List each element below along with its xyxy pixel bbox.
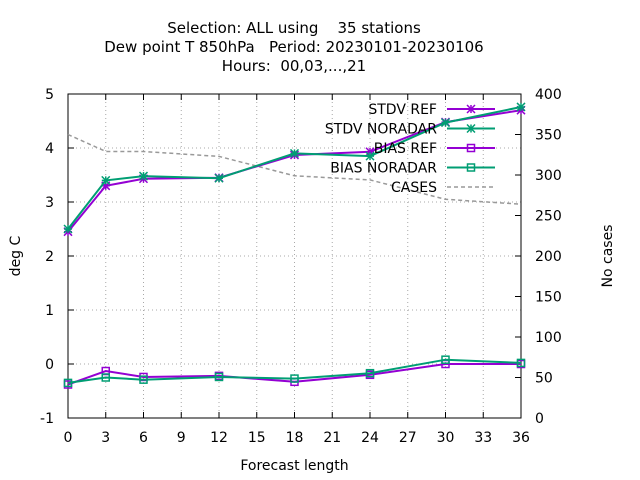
x-axis-label: Forecast length [240, 458, 348, 474]
y-tick-label: 0 [45, 357, 54, 373]
series-layer [63, 102, 526, 389]
grid [68, 94, 521, 418]
x-tick-label: 18 [286, 430, 304, 446]
x-tick-label: 6 [139, 430, 148, 446]
title-line: Dew point T 850hPa Period: 20230101-2023… [104, 38, 483, 56]
x-tick-label: 0 [64, 430, 73, 446]
legend-marker [466, 143, 476, 153]
x-tick-label: 12 [210, 430, 228, 446]
x-tick-label: 9 [177, 430, 186, 446]
x-tick-label: 3 [101, 430, 110, 446]
legend-marker [466, 163, 476, 172]
y2-tick-label: 200 [535, 249, 562, 265]
y-tick-label: -1 [40, 411, 54, 427]
x-tick-label: 15 [248, 430, 266, 446]
legend-label: BIAS REF [374, 141, 437, 157]
data-point [139, 375, 148, 384]
data-point [138, 171, 149, 181]
data-point [214, 173, 224, 183]
title-line: Hours: 00,03,...,21 [222, 57, 366, 75]
y2-tick-label: 300 [535, 168, 562, 184]
y-tick-label: 3 [45, 195, 54, 211]
data-point [101, 373, 110, 382]
y2-tick-label: 150 [535, 290, 562, 306]
data-point [440, 118, 451, 128]
legend-label: STDV NORADAR [325, 122, 437, 138]
data-point [516, 358, 526, 368]
data-point [63, 378, 73, 388]
data-point [290, 374, 299, 383]
y-tick-label: 1 [45, 303, 54, 319]
legend-marker [466, 104, 476, 114]
y2-tick-label: 400 [535, 87, 562, 103]
legend: STDV REF STDV NORADAR BIAS REF BIAS NORADAR… [325, 102, 495, 196]
title-line: Selection: ALL using 35 stations [167, 19, 421, 37]
y2-tick-label: 50 [535, 371, 553, 387]
y2-tick-label: 350 [535, 128, 562, 144]
data-point [441, 355, 450, 364]
y-axis-label: deg C [8, 235, 24, 276]
data-point [63, 224, 73, 234]
data-point [365, 368, 375, 378]
x-tick-label: 21 [323, 430, 341, 446]
data-point [516, 102, 526, 112]
series-line-1 [67, 106, 522, 230]
y2-tick-label: 0 [535, 411, 544, 427]
x-tick-label: 36 [512, 430, 530, 446]
series-line-4 [67, 133, 522, 205]
x-tick-label: 30 [437, 430, 455, 446]
series-line-2 [67, 363, 521, 386]
legend-label: STDV REF [368, 102, 437, 118]
data-point [365, 151, 375, 161]
x-tick-label: 27 [399, 430, 417, 446]
y-tick-label: 4 [45, 141, 54, 157]
legend-marker [466, 123, 476, 134]
data-point [101, 175, 111, 185]
y2-tick-label: 250 [535, 209, 562, 225]
y-tick-label: 2 [45, 249, 54, 265]
series-line-3 [67, 358, 522, 384]
y2-tick-label: 100 [535, 330, 562, 346]
legend-label: BIAS NORADAR [330, 161, 437, 177]
y-tick-label: 5 [45, 87, 54, 103]
data-point [214, 372, 224, 382]
x-tick-label: 33 [474, 430, 492, 446]
x-tick-label: 24 [361, 430, 379, 446]
data-point [289, 148, 300, 158]
ticks: 0 3 6 9 12 15 18 21 24 27 30 33 36-10123450501001502… [40, 87, 562, 446]
legend-label: CASES [391, 180, 437, 196]
y2-axis-label: No cases [600, 225, 616, 288]
